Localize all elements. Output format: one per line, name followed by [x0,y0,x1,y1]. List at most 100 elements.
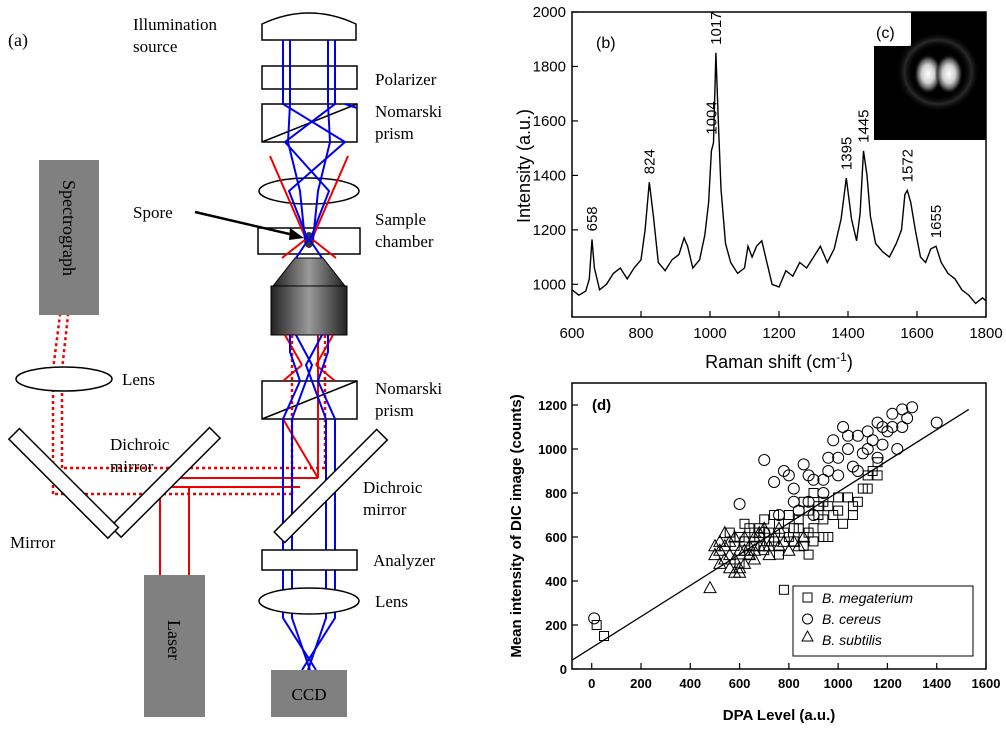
spectrum-x-tick-label: 600 [559,325,584,342]
cereus-point [876,421,889,433]
peak-label: 1445 [856,110,873,143]
spectrum-y-tick-label: 1200 [533,222,566,239]
megaterium-point [599,631,610,641]
dic-image-inset [874,12,986,140]
spectrograph [39,160,99,315]
cereus-point [782,469,795,482]
subtilis-point [752,525,767,539]
legend-cereus: B. cereus [822,611,881,627]
peak-label: 1017 [708,11,725,44]
polarizer [261,65,358,90]
megaterium-point [818,532,829,542]
peak-label: 824 [641,149,658,174]
illumination-label-2: source [133,37,177,56]
legend-triangle-marker [801,629,814,642]
subtilis-point [732,560,747,574]
subtilis-point [713,534,727,547]
nomarski-top-label-1: Nomarski [375,102,442,121]
laser-beam-path [159,155,349,575]
megaterium-point [847,501,858,512]
megaterium-point [843,492,853,503]
nomarski-bottom-label-1: Nomarski [375,379,442,398]
dichroic-mirror-left [109,426,222,539]
laser-label: Laser [164,620,184,660]
subtilis-point [796,529,811,543]
subtilis-point [717,525,732,539]
subtilis-point [747,529,762,543]
megaterium-point [833,492,844,503]
subtilis-point [708,547,722,561]
cereus-point [768,476,781,488]
cereus-point [777,465,790,477]
cereus-point [807,473,820,486]
subtilis-point [747,551,762,565]
subtilis-point [727,551,742,565]
panel-a-label: (a) [8,30,28,51]
condenser-lens [258,177,360,205]
subtilis-point [742,538,757,552]
cereus-point [802,495,815,508]
legend-megaterium: B. megaterium [822,590,913,606]
megaterium-point [808,536,819,547]
cereus-point [881,425,894,438]
spectrum-y-tick-label: 1600 [533,113,566,130]
spore-arrow [194,210,299,238]
spectrum-x-tick-label: 1400 [831,325,864,342]
scatter-y-tick-label: 1000 [538,442,567,457]
spectrograph-lens [15,366,113,392]
spectrum-x-tick-label: 1000 [693,325,726,342]
subtilis-point [767,529,781,543]
dichroic-left-label-2: mirror [110,457,154,476]
sample-label-1: Sample [375,210,426,229]
cereus-point [817,487,830,499]
spectrum-x-axis-label: Raman shift (cm-1) [705,350,853,372]
subtilis-point [717,551,732,565]
subtilis-point [713,543,727,556]
cereus-point [787,482,800,495]
subtilis-point [708,538,722,552]
cereus-point [891,443,904,455]
subtilis-point [772,538,786,552]
cereus-point [930,416,943,429]
megaterium-point [838,518,849,529]
nomarski-top-label-2: prism [375,124,414,143]
subtilis-point [742,547,757,561]
spectrum-line [571,52,987,305]
subtilis-point [732,565,747,578]
subtilis-point [727,529,742,543]
megaterium-point [759,545,770,556]
cereus-point [871,416,884,429]
objective-lens [270,285,348,336]
cereus-point [896,421,909,433]
megaterium-point [783,510,794,520]
dichroic-right-label-2: mirror [363,500,407,519]
mirror [7,427,120,540]
lens-left-label: Lens [122,370,155,389]
subtilis-point [752,538,767,552]
scatter-x-tick-label: 0 [588,676,595,691]
scatter-x-tick-label: 1200 [873,676,902,691]
cereus-point [802,469,815,482]
megaterium-point [769,510,780,520]
peak-label: 1655 [928,205,945,238]
spectrograph-label: Spectrograph [59,180,79,276]
analyzer [261,549,358,571]
megaterium-point [847,510,858,520]
sample-label-2: chamber [375,232,434,251]
megaterium-point [739,518,750,529]
subtilis-point [722,534,737,547]
analyzer-label: Analyzer [373,551,436,570]
scatter-y-tick-label: 0 [560,662,567,677]
subtilis-point [772,521,786,534]
nomarski-bottom-label-2: prism [375,401,414,420]
scatter-x-tick-label: 600 [729,676,751,691]
subtilis-point [737,529,752,543]
cereus-point [886,407,899,420]
subtilis-point [786,534,801,547]
subtilis-point [737,556,752,569]
subtilis-point [747,543,762,556]
panel-c-label: (c) [876,25,895,42]
legend-subtilis: B. subtilis [822,632,882,648]
spectrum-x-tick-label: 1600 [900,325,933,342]
